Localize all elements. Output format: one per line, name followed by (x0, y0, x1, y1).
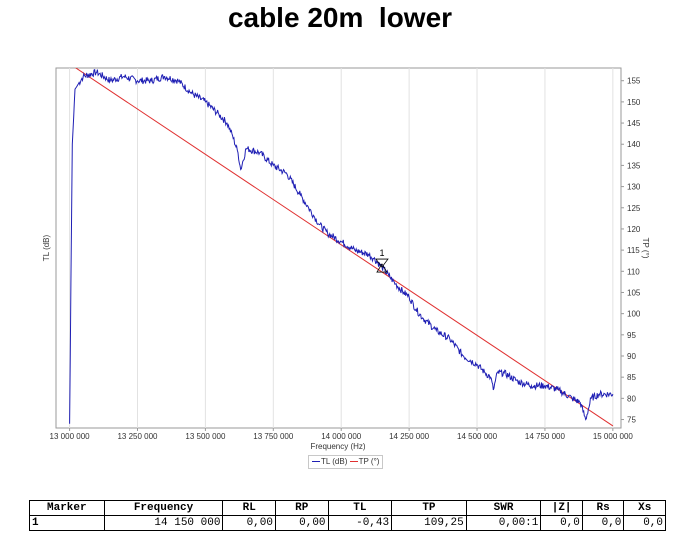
marker-table-header-cell: RL (222, 500, 276, 516)
x-tick-label: 14 500 000 (457, 432, 498, 441)
marker-table-header-cell: Xs (623, 500, 666, 516)
marker-triangle (375, 258, 389, 268)
x-tick-label: 13 750 000 (253, 432, 294, 441)
y-tick-label: 95 (627, 331, 636, 340)
marker-table: Marker Frequency RL RP TL TP SWR |Z| Rs Xs 1 14 15… (29, 500, 666, 531)
marker-triangle-lower (376, 263, 388, 273)
y-tick-label: 100 (627, 310, 641, 319)
x-tick-label: 14 750 000 (525, 432, 566, 441)
chart-markers: 1 (375, 248, 389, 273)
marker-table-header: Marker Frequency RL RP TL TP SWR |Z| Rs Xs (29, 500, 666, 516)
y-tick-label: 140 (627, 140, 641, 149)
legend-label-tp: TP (°) (358, 457, 380, 466)
legend-item-tl: TL (dB) (312, 457, 347, 466)
y-tick-label: 130 (627, 183, 641, 192)
table-row: 1 14 150 000 0,00 0,00 -0,43 109,25 0,00:1 0,0 0… (29, 515, 666, 531)
marker-table-header-cell: |Z| (540, 500, 583, 516)
series-line-tp (75, 68, 614, 427)
x-tick-label: 15 000 000 (593, 432, 634, 441)
y-tick-label: 110 (627, 267, 640, 276)
marker-table-header-cell: Frequency (103, 500, 224, 516)
marker-table-header-cell: Marker (29, 500, 105, 516)
y-tick-label: 75 (627, 416, 636, 425)
marker-table-cell: -0,43 (327, 515, 393, 531)
chart-legend: TL (dB) TP (°) (308, 455, 384, 469)
marker-table-header-cell: TL (327, 500, 393, 516)
marker-table-cell: 0,0 (623, 515, 666, 531)
plot-series (69, 68, 614, 427)
line-chart: 13 000 000 13 250 000 13 500 000 13 750 000… (42, 67, 650, 451)
x-tick-label: 14 250 000 (389, 432, 430, 441)
y-axis-left-label: TL (dB) (42, 234, 51, 261)
y-tick-label: 80 (627, 394, 636, 403)
y-axis-right-label: TP (°) (641, 238, 650, 259)
x-tick-label: 14 000 000 (321, 432, 362, 441)
legend-item-tp: TP (°) (349, 457, 380, 466)
series-line-tl (69, 68, 614, 424)
y-axis-ticks: 75 80 85 90 95 100 105 110 115 120 125 130 135 140 145… (621, 77, 641, 425)
marker-table-cell: 0,0 (540, 515, 583, 531)
y-tick-label: 85 (627, 373, 636, 382)
marker-label: 1 (379, 248, 384, 258)
page-title: cable 20m lower (227, 2, 453, 33)
marker-table-cell: 109,25 (391, 515, 467, 531)
marker-table-header-cell: SWR (465, 500, 542, 516)
plot-area (55, 67, 622, 429)
legend-label-tl: TL (dB) (321, 457, 348, 466)
marker-table-cell: 0,00:1 (465, 515, 542, 531)
marker-table-header-cell: RP (274, 500, 329, 516)
marker-table-cell: 14 150 000 (103, 515, 224, 531)
marker-table-header-cell: Rs (581, 500, 625, 516)
marker-table-body: 1 14 150 000 0,00 0,00 -0,43 109,25 0,00:1 0,0 0… (29, 515, 666, 531)
x-tick-label: 13 000 000 (50, 432, 91, 441)
y-tick-label: 90 (627, 352, 636, 361)
marker-table-cell: 1 (29, 515, 105, 531)
y-tick-label: 105 (627, 288, 641, 297)
x-axis-label: Frequency (Hz) (310, 442, 365, 451)
y-tick-label: 145 (627, 119, 641, 128)
marker-table-cell: 0,00 (274, 515, 329, 531)
y-tick-label: 155 (627, 77, 641, 86)
marker-table-header-cell: TP (391, 500, 467, 516)
x-tick-label: 13 250 000 (117, 432, 158, 441)
y-tick-label: 150 (627, 98, 641, 107)
y-tick-label: 115 (627, 246, 640, 255)
chart-grid (69, 68, 614, 428)
y-tick-label: 135 (627, 161, 641, 170)
y-tick-label: 125 (627, 204, 641, 213)
y-tick-label: 120 (627, 225, 641, 234)
marker-table-cell: 0,00 (222, 515, 276, 531)
x-tick-label: 13 500 000 (185, 432, 226, 441)
marker-table-cell: 0,0 (581, 515, 625, 531)
x-axis-ticks: 13 000 000 13 250 000 13 500 000 13 750 000… (50, 428, 634, 441)
